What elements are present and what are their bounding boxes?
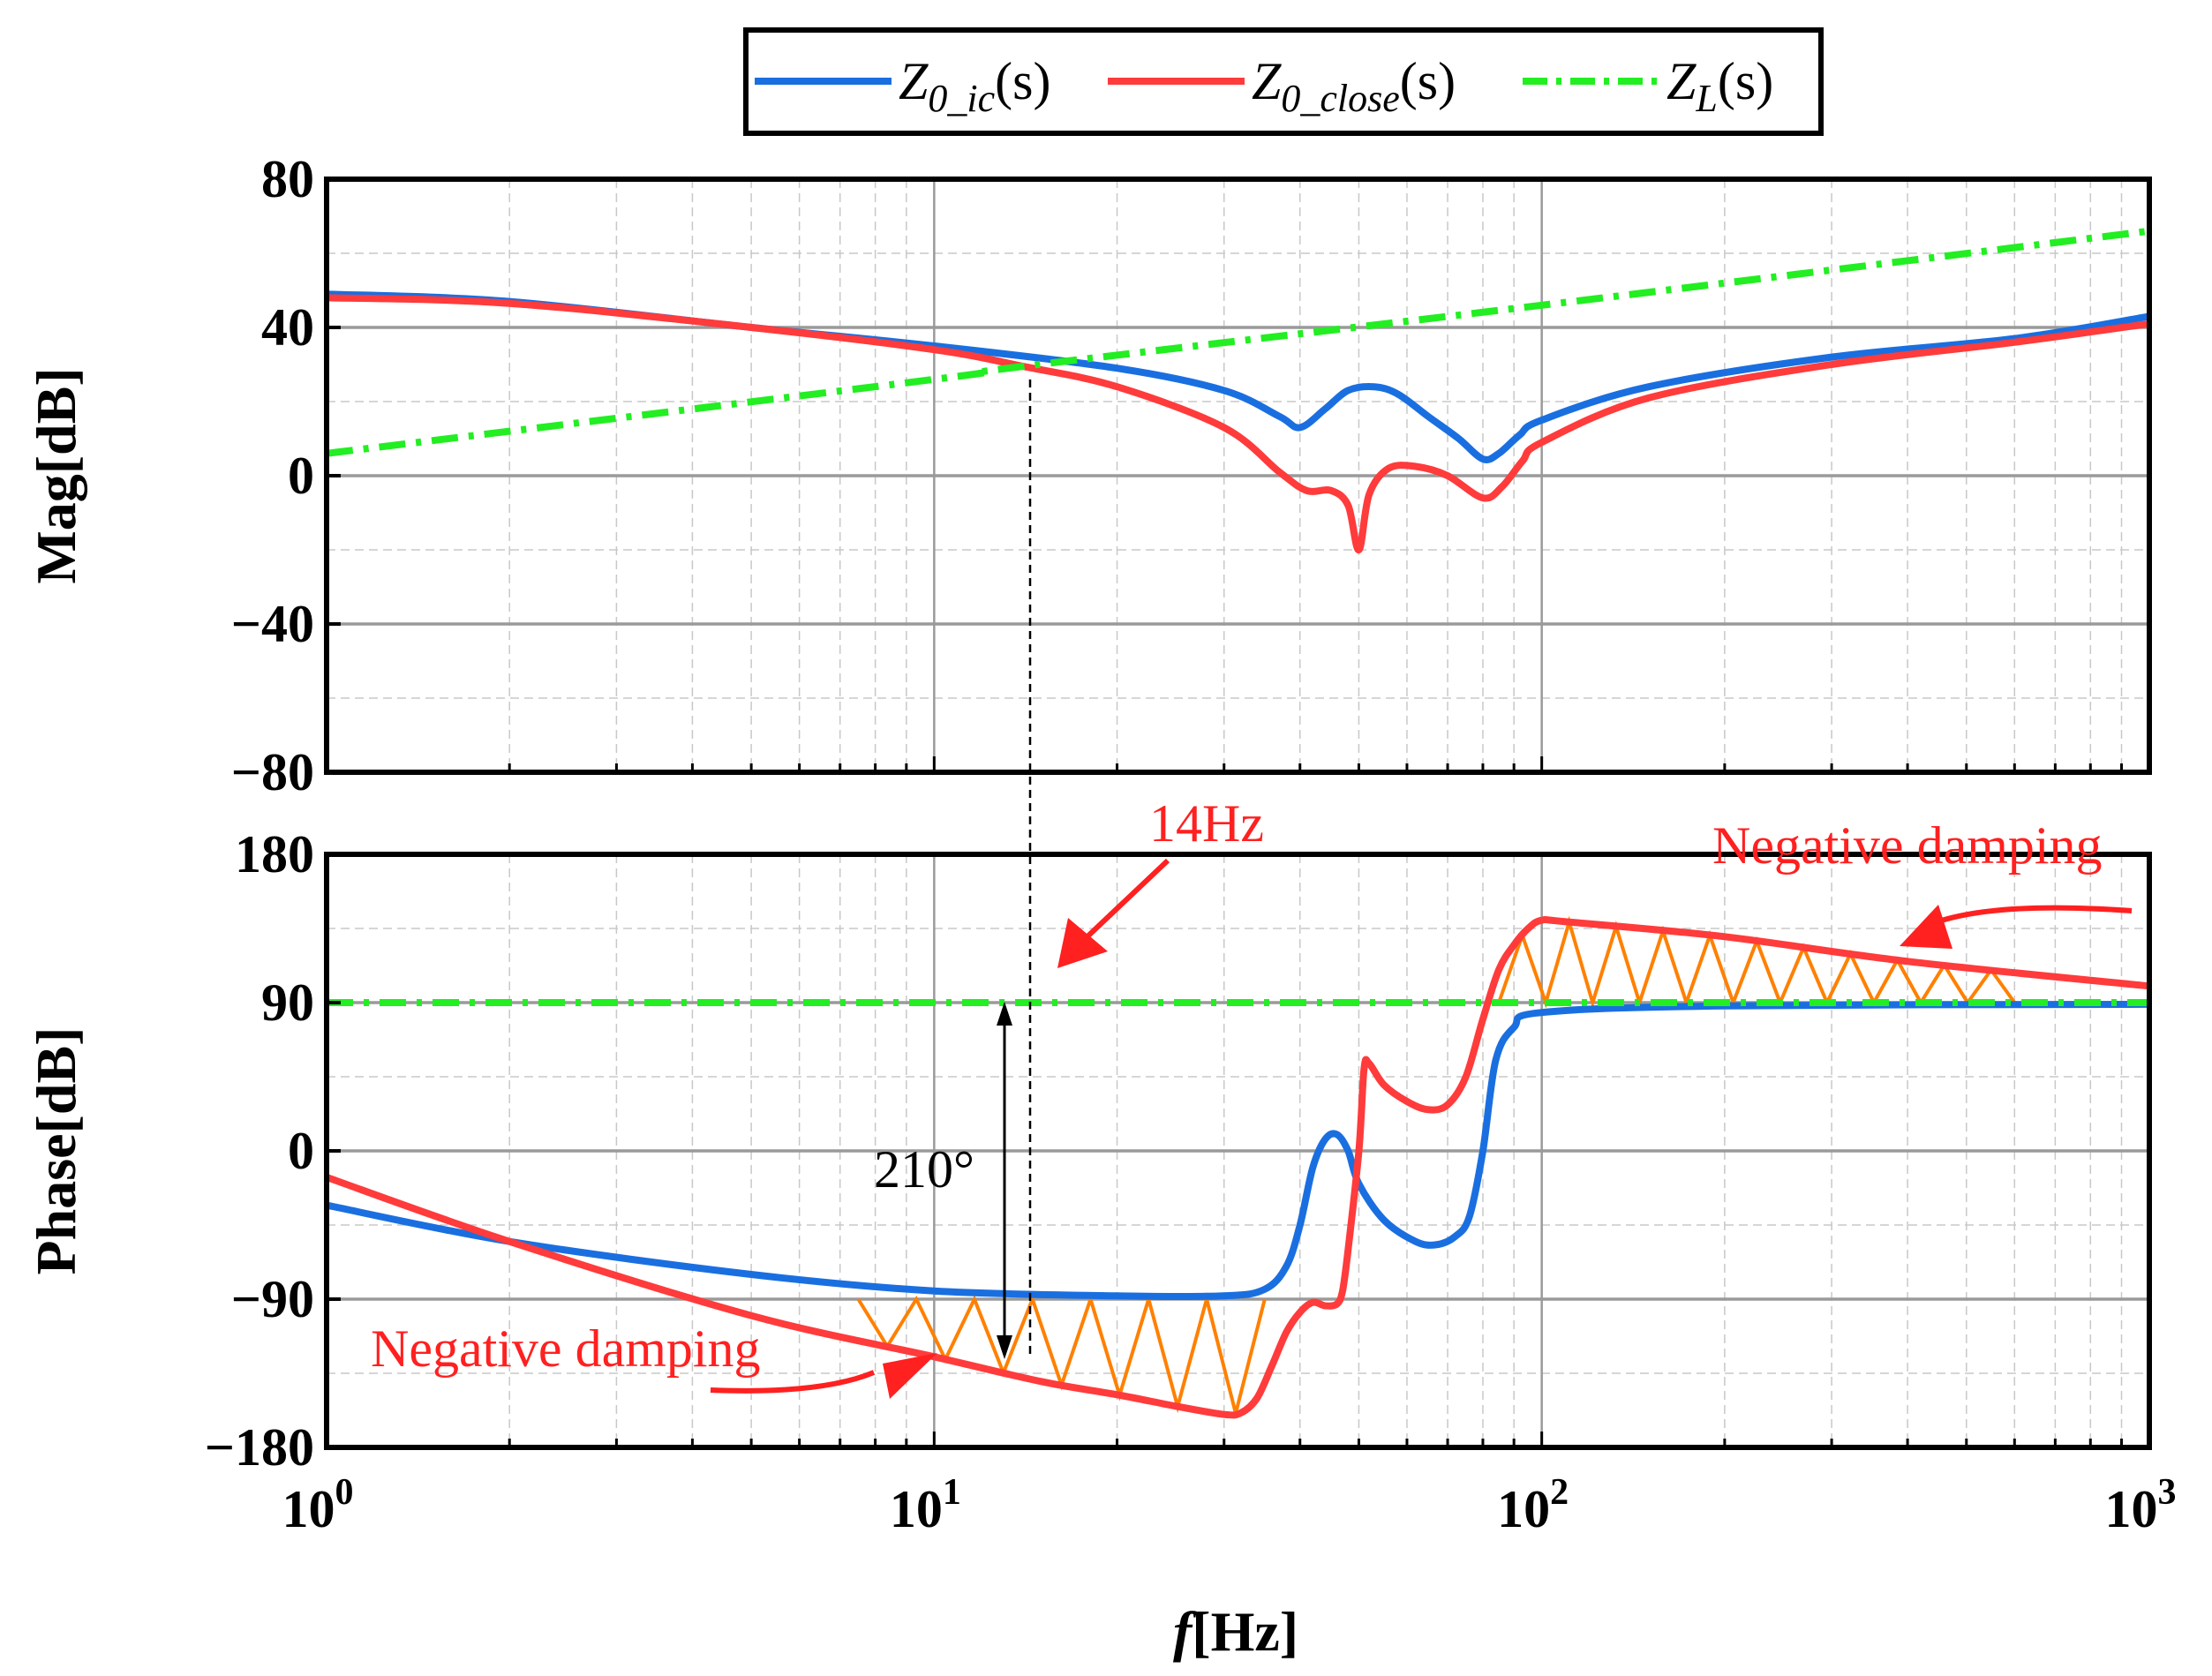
mag-series-z0closes [326, 294, 2150, 554]
magnitude-grid [327, 179, 2149, 772]
magnitude-y-label: Mag[dB] [25, 367, 87, 583]
x-axis-ticks: 100 101 102 103 [282, 756, 2177, 1538]
magnitude-panel: 80 40 0 −40 −80 Mag[dB] [25, 150, 2152, 801]
annotation-14hz: 14Hz [1149, 794, 1264, 853]
magnitude-y-ticks: 80 40 0 −40 −80 [231, 150, 341, 801]
legend-label-zl: ZL(s) [1667, 52, 1773, 120]
y-tick-label: 90 [261, 973, 314, 1032]
legend-label-z0-ic: Z0_ic(s) [899, 52, 1050, 120]
phase-series [325, 915, 2150, 1419]
phase-y-ticks: 180 90 0 −90 −180 [205, 825, 341, 1477]
legend-label-z0-close: Z0_close(s) [1252, 52, 1456, 120]
annotations: 14Hz 210° Negative damping Negative damp… [371, 380, 2133, 1399]
y-tick-label: −80 [231, 743, 314, 801]
x-tick-label: 100 [282, 1472, 354, 1538]
y-tick-label: 40 [261, 298, 314, 357]
y-tick-label: 0 [288, 1122, 314, 1180]
y-tick-label: 80 [261, 150, 314, 208]
annotation-negative-damping-top: Negative damping [1712, 816, 2103, 875]
x-tick-label: 102 [1497, 1472, 1569, 1538]
annotation-negative-damping-bottom: Negative damping [371, 1319, 761, 1378]
y-tick-label: 180 [235, 825, 314, 883]
arrow-negative-damping-top-head [1900, 905, 1952, 949]
y-tick-label: −40 [231, 595, 314, 653]
phase-series-z0closes [325, 915, 2150, 1419]
210-degree-arrow-top-head [997, 1002, 1012, 1026]
210-degree-arrow-bottom-head [997, 1335, 1012, 1359]
x-tick-label: 101 [890, 1472, 961, 1538]
x-axis-label: f[Hz] [1173, 1600, 1298, 1663]
magnitude-series [326, 227, 2150, 554]
y-tick-label: −90 [231, 1270, 314, 1328]
phase-series-z0ics [326, 1000, 2150, 1301]
y-tick-label: −180 [205, 1418, 314, 1477]
y-tick-label: 0 [288, 447, 314, 505]
arrow-negative-damping-bottom-head [883, 1353, 937, 1399]
arrow-14hz-head [1057, 918, 1108, 968]
arrow-negative-damping-bottom [710, 1370, 876, 1394]
annotation-210-degrees: 210° [874, 1140, 974, 1199]
legend: Z0_ic(s) Z0_close(s) ZL(s) [743, 27, 1824, 136]
mag-series-zls [326, 227, 2150, 457]
phase-panel: 180 90 0 −90 −180 Phase[dB] [25, 825, 2152, 1477]
x-tick-label: 103 [2105, 1472, 2177, 1538]
phase-y-label: Phase[dB] [25, 1027, 87, 1275]
